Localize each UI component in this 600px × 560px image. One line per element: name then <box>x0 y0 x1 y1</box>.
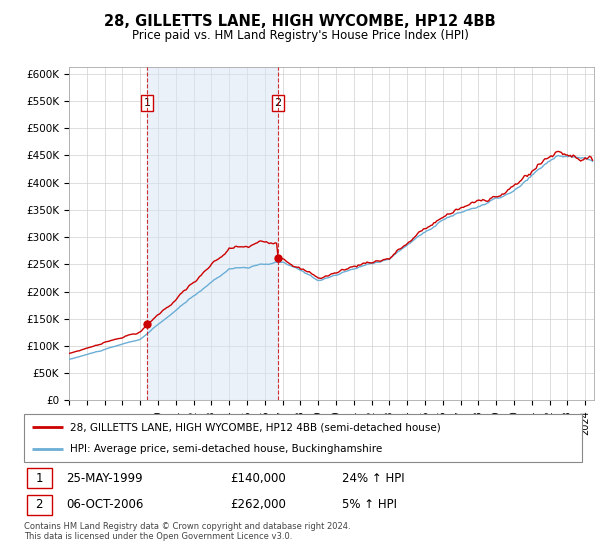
Text: 06-OCT-2006: 06-OCT-2006 <box>66 498 143 511</box>
Text: 2: 2 <box>275 98 281 108</box>
Text: 28, GILLETTS LANE, HIGH WYCOMBE, HP12 4BB (semi-detached house): 28, GILLETTS LANE, HIGH WYCOMBE, HP12 4B… <box>70 422 440 432</box>
Text: 1: 1 <box>35 472 43 484</box>
Text: 28, GILLETTS LANE, HIGH WYCOMBE, HP12 4BB: 28, GILLETTS LANE, HIGH WYCOMBE, HP12 4B… <box>104 14 496 29</box>
Text: HPI: Average price, semi-detached house, Buckinghamshire: HPI: Average price, semi-detached house,… <box>70 444 382 454</box>
Text: 2: 2 <box>35 498 43 511</box>
Bar <box>147 67 278 400</box>
Text: 25-MAY-1999: 25-MAY-1999 <box>66 472 142 484</box>
Text: Price paid vs. HM Land Registry's House Price Index (HPI): Price paid vs. HM Land Registry's House … <box>131 29 469 42</box>
Bar <box>27 468 52 488</box>
Bar <box>27 494 52 515</box>
Text: 24% ↑ HPI: 24% ↑ HPI <box>342 472 404 484</box>
Text: 1: 1 <box>143 98 151 108</box>
Text: £140,000: £140,000 <box>230 472 286 484</box>
Text: 5% ↑ HPI: 5% ↑ HPI <box>342 498 397 511</box>
Text: £262,000: £262,000 <box>230 498 286 511</box>
Text: Contains HM Land Registry data © Crown copyright and database right 2024.
This d: Contains HM Land Registry data © Crown c… <box>24 522 350 542</box>
